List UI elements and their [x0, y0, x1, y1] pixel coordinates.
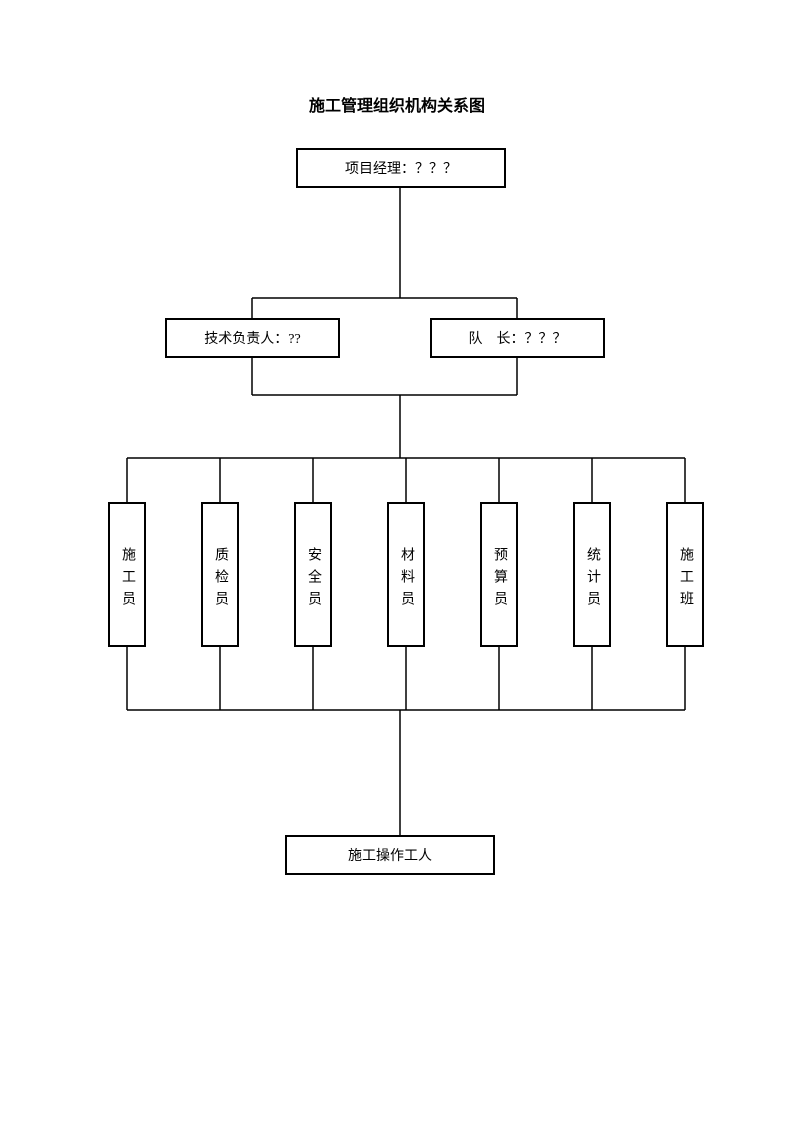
node-label: 施工班: [675, 547, 695, 613]
node-label: 施工操作工人: [348, 845, 432, 865]
node-label: 技术负责人：??: [204, 328, 300, 348]
node-col-4: 材料员: [387, 502, 425, 647]
node-col-5: 预算员: [480, 502, 518, 647]
node-label: 预算员: [489, 547, 509, 613]
node-tech-lead: 技术负责人：??: [165, 318, 340, 358]
node-col-7: 施工班: [666, 502, 704, 647]
node-team-lead: 队 长：？？？: [430, 318, 605, 358]
node-col-6: 统计员: [573, 502, 611, 647]
node-project-manager: 项目经理：？？？: [296, 148, 506, 188]
node-col-1: 施工员: [108, 502, 146, 647]
node-label: 安全员: [303, 547, 323, 613]
node-col-2: 质检员: [201, 502, 239, 647]
node-label: 统计员: [582, 547, 602, 613]
node-label: 材料员: [396, 547, 416, 613]
node-label: 质检员: [210, 547, 230, 613]
chart-title: 施工管理组织机构关系图: [0, 92, 794, 116]
node-label: 施工员: [117, 547, 137, 613]
node-workers: 施工操作工人: [285, 835, 495, 875]
node-label: 队 长：？？？: [469, 328, 567, 348]
node-col-3: 安全员: [294, 502, 332, 647]
node-label: 项目经理：？？？: [345, 158, 457, 178]
